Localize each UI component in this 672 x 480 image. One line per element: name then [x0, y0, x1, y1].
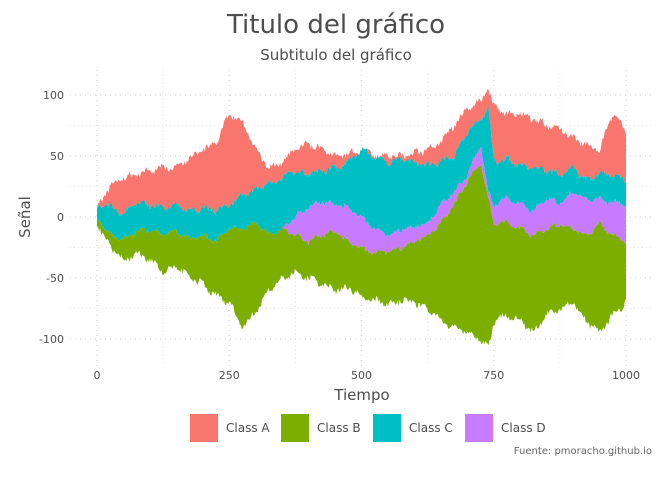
legend-label: Class D [501, 421, 546, 435]
x-axis-ticks: 0 250 500 750 1000 [94, 369, 641, 382]
legend-item: Class B [281, 414, 361, 442]
legend-label: Class B [317, 421, 361, 435]
area-layers [97, 89, 626, 346]
chart-subtitle: Subtitulo del gráfico [260, 46, 412, 64]
x-tick-label: 1000 [612, 369, 640, 382]
x-tick-label: 0 [94, 369, 101, 382]
x-axis-title: Tiempo [333, 386, 389, 404]
legend-label: Class A [226, 421, 270, 435]
legend-swatch [281, 414, 309, 442]
x-tick-label: 750 [483, 369, 504, 382]
area-class-a [97, 89, 626, 216]
legend-swatch [373, 414, 401, 442]
area-class-b [97, 164, 626, 346]
area-class-d [97, 146, 626, 256]
y-tick-label: 0 [57, 211, 64, 224]
legend-item: Class D [465, 414, 546, 442]
y-axis-title: Señal [16, 196, 34, 238]
legend: Class A Class B Class C Class D [190, 414, 546, 442]
legend-label: Class C [409, 421, 453, 435]
x-tick-label: 250 [219, 369, 240, 382]
legend-swatch [190, 414, 218, 442]
chart-title: Titulo del gráfico [226, 10, 446, 40]
y-tick-label: 100 [43, 89, 64, 102]
y-axis-ticks: 100 50 0 -50 -100 [39, 89, 64, 346]
legend-item: Class A [190, 414, 270, 442]
y-tick-label: -50 [46, 272, 64, 285]
legend-item: Class C [373, 414, 453, 442]
x-tick-label: 500 [351, 369, 372, 382]
area-class-c [97, 107, 626, 244]
y-tick-label: -100 [39, 333, 64, 346]
legend-swatch [465, 414, 493, 442]
chart-caption: Fuente: pmoracho.github.io [513, 446, 652, 457]
y-tick-label: 50 [50, 150, 64, 163]
